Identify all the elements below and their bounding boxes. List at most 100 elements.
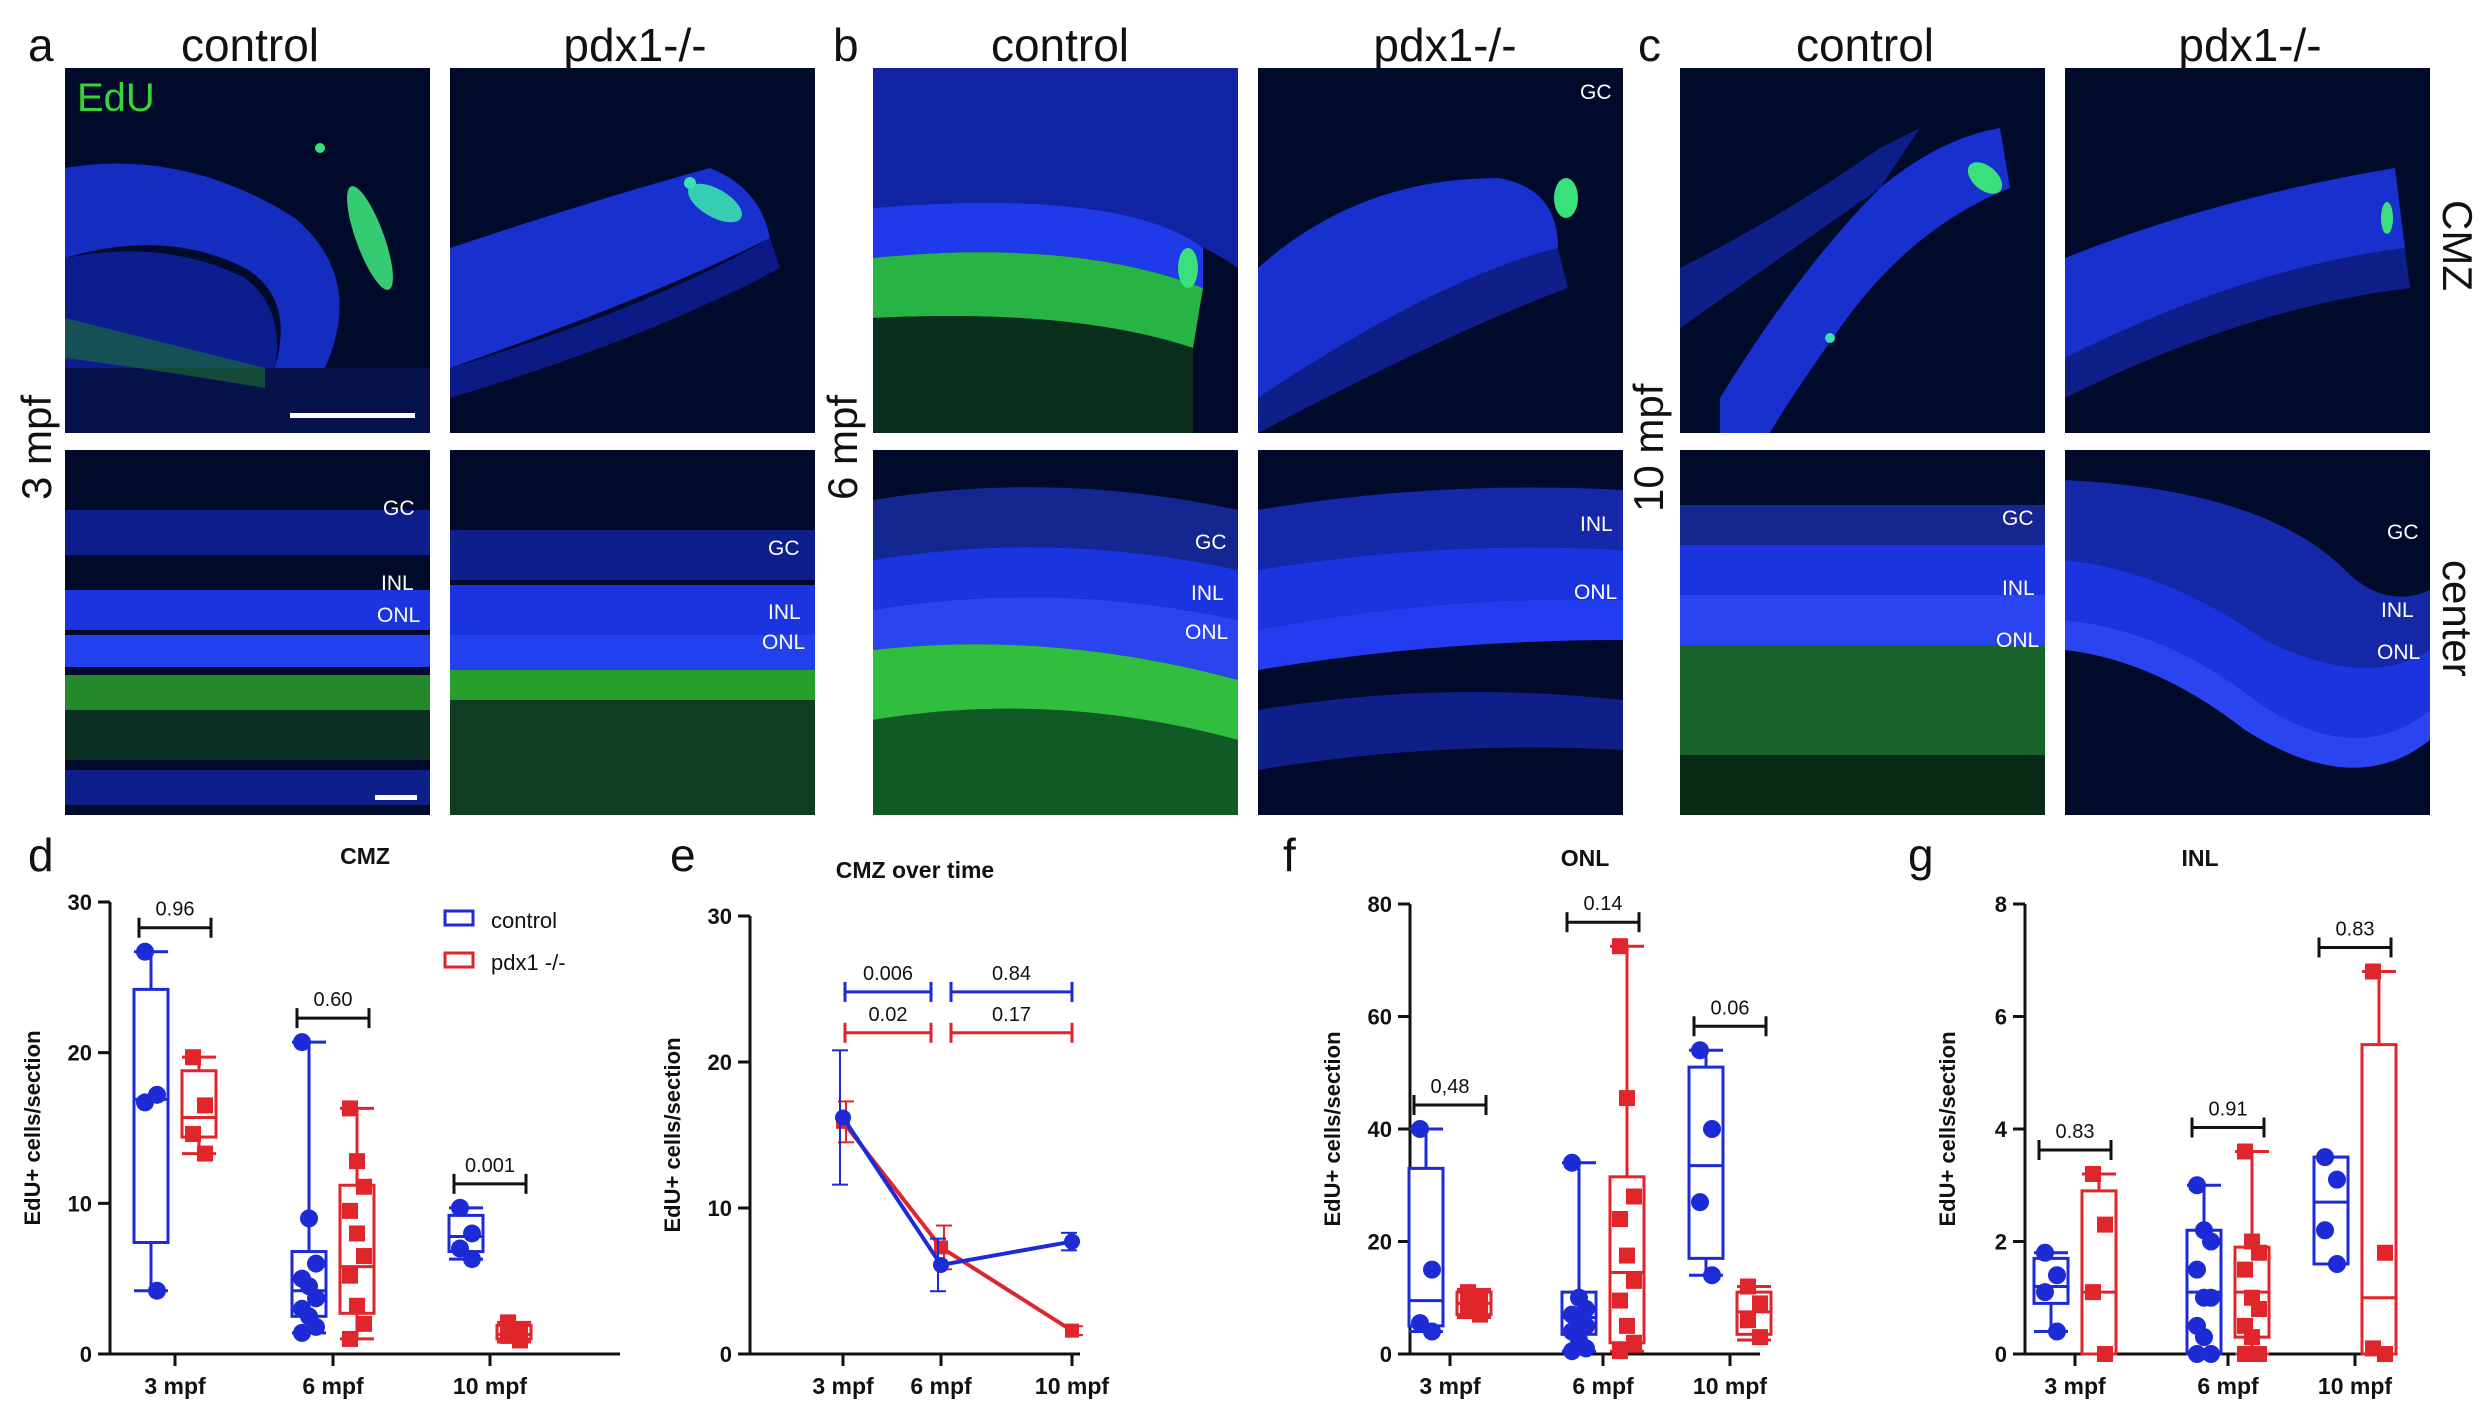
series-line: [841, 1120, 1074, 1333]
layer-label-onl: ONL: [1996, 629, 2040, 652]
data-point: [342, 1330, 358, 1347]
data-point: [451, 1239, 469, 1258]
data-point: [1472, 1306, 1488, 1323]
data-point: [1626, 1272, 1642, 1289]
data-point: [349, 1225, 365, 1242]
edu-stain-label: EdU: [77, 76, 155, 120]
p-value-label: 0.91: [2209, 1099, 2248, 1121]
data-point: [2097, 1346, 2113, 1362]
chart-title: CMZ over time: [836, 857, 994, 883]
data-point: [2202, 1288, 2220, 1307]
data-point: [1423, 1322, 1441, 1341]
data-point: [451, 1198, 469, 1217]
y-axis-label: EdU+ cells/section: [20, 1030, 45, 1225]
x-tick-label: 10 mpf: [1693, 1373, 1767, 1399]
data-point: [1740, 1278, 1756, 1295]
column-title-control-c: control: [1795, 19, 1935, 71]
data-point: [307, 1289, 325, 1308]
box-iqr: [132, 987, 170, 1245]
y-tick-label: 10: [708, 1196, 732, 1221]
data-point: [300, 1209, 318, 1228]
data-point: [349, 1297, 365, 1314]
x-tick-label: 10 mpf: [453, 1373, 527, 1399]
x-tick-label: 6 mpf: [910, 1373, 972, 1399]
side-label-center: center: [2434, 560, 2481, 677]
p-value-label: 0.83: [2336, 919, 2375, 941]
micrograph-a-control-center: GC INL ONL: [65, 450, 430, 815]
chart-title: INL: [2181, 845, 2218, 871]
data-point: [1563, 1342, 1581, 1361]
y-axis-label: EdU+ cells/section: [660, 1037, 685, 1232]
x-tick-label: 3 mpf: [2044, 1373, 2106, 1399]
layer-label-inl: INL: [2002, 577, 2035, 600]
data-point: [2085, 1166, 2101, 1182]
micrograph-c-control-center: GC INL ONL: [1680, 450, 2045, 815]
y-tick-label: 0: [1995, 1342, 2007, 1367]
chart-title: CMZ: [340, 843, 390, 869]
data-point: [349, 1153, 365, 1170]
layer-label-gc: GC: [1580, 81, 1612, 104]
micrograph-c-pdx1-center: GC INL ONL: [2065, 450, 2430, 815]
p-value-label: 0.02: [869, 1004, 908, 1026]
legend-label: control: [491, 908, 557, 933]
legend-swatch: [443, 909, 475, 927]
data-point: [2097, 1216, 2113, 1233]
layer-label-onl: ONL: [377, 604, 421, 627]
panel-letter-a: a: [28, 19, 54, 71]
layer-label-gc: GC: [383, 497, 415, 520]
data-point: [356, 1248, 372, 1265]
data-point: [2251, 1244, 2267, 1261]
layer-label-gc: GC: [2387, 521, 2419, 544]
x-tick-label: 10 mpf: [2318, 1373, 2392, 1399]
data-point: [2316, 1148, 2334, 1167]
panel-letter-c: c: [1638, 19, 1661, 71]
data-point: [463, 1250, 481, 1269]
data-point: [1563, 1153, 1581, 1172]
micrograph-b-pdx1-cmz: GC: [1258, 68, 1623, 433]
layer-label-inl: INL: [1191, 582, 1224, 605]
y-tick-label: 2: [1995, 1230, 2007, 1255]
data-point: [1691, 1041, 1709, 1060]
column-title-pdx1-c: pdx1-/-: [2178, 19, 2322, 71]
p-value-label: 0.006: [863, 963, 913, 985]
p-value-label: 0.84: [992, 963, 1031, 985]
x-tick-label: 6 mpf: [2197, 1373, 2259, 1399]
data-point: [342, 1202, 358, 1219]
data-point: [1703, 1266, 1721, 1285]
y-tick-label: 20: [1368, 1230, 1392, 1255]
micrograph-b-control-center: GC INL ONL: [873, 450, 1238, 815]
p-value-label: 0.83: [2056, 1121, 2095, 1143]
panel-letter-b: b: [833, 19, 859, 71]
y-tick-label: 0: [1380, 1342, 1392, 1367]
data-point: [1612, 938, 1628, 955]
data-point: [1423, 1260, 1441, 1279]
data-point: [2048, 1266, 2066, 1285]
data-point: [1626, 1188, 1642, 1205]
data-point: [2237, 1346, 2253, 1362]
p-value-label: 0,48: [1431, 1076, 1470, 1098]
column-title-control-b: control: [990, 19, 1130, 71]
data-point: [293, 1033, 311, 1052]
data-point: [2244, 1329, 2260, 1346]
y-tick-label: 20: [708, 1050, 732, 1075]
side-label-cmz: CMZ: [2434, 200, 2481, 291]
data-point: [185, 1049, 201, 1066]
data-point: [2202, 1232, 2220, 1251]
data-point: [1065, 1323, 1079, 1338]
p-value-label: 0.001: [465, 1155, 515, 1177]
layer-label-onl: ONL: [1185, 621, 1229, 644]
y-tick-label: 80: [1368, 892, 1392, 917]
data-point: [1619, 1247, 1635, 1264]
box-iqr: [1687, 1065, 1725, 1260]
micrograph-b-pdx1-center: INL ONL: [1258, 450, 1623, 815]
layer-label-inl: INL: [1580, 513, 1613, 536]
data-point: [2048, 1322, 2066, 1341]
data-point: [1619, 1090, 1635, 1107]
micrograph-a-pdx1-cmz: [450, 68, 815, 433]
data-point: [1411, 1120, 1429, 1138]
layer-label-onl: ONL: [2377, 641, 2421, 664]
chart-g-inl: 0 2 4 6 8 3 mpf 6 mpf 10 mpf EdU+ cells/section I…: [1935, 845, 2398, 1399]
panel-letter-d: d: [28, 829, 54, 881]
y-tick-label: 30: [708, 904, 732, 929]
data-point: [2237, 1261, 2253, 1278]
